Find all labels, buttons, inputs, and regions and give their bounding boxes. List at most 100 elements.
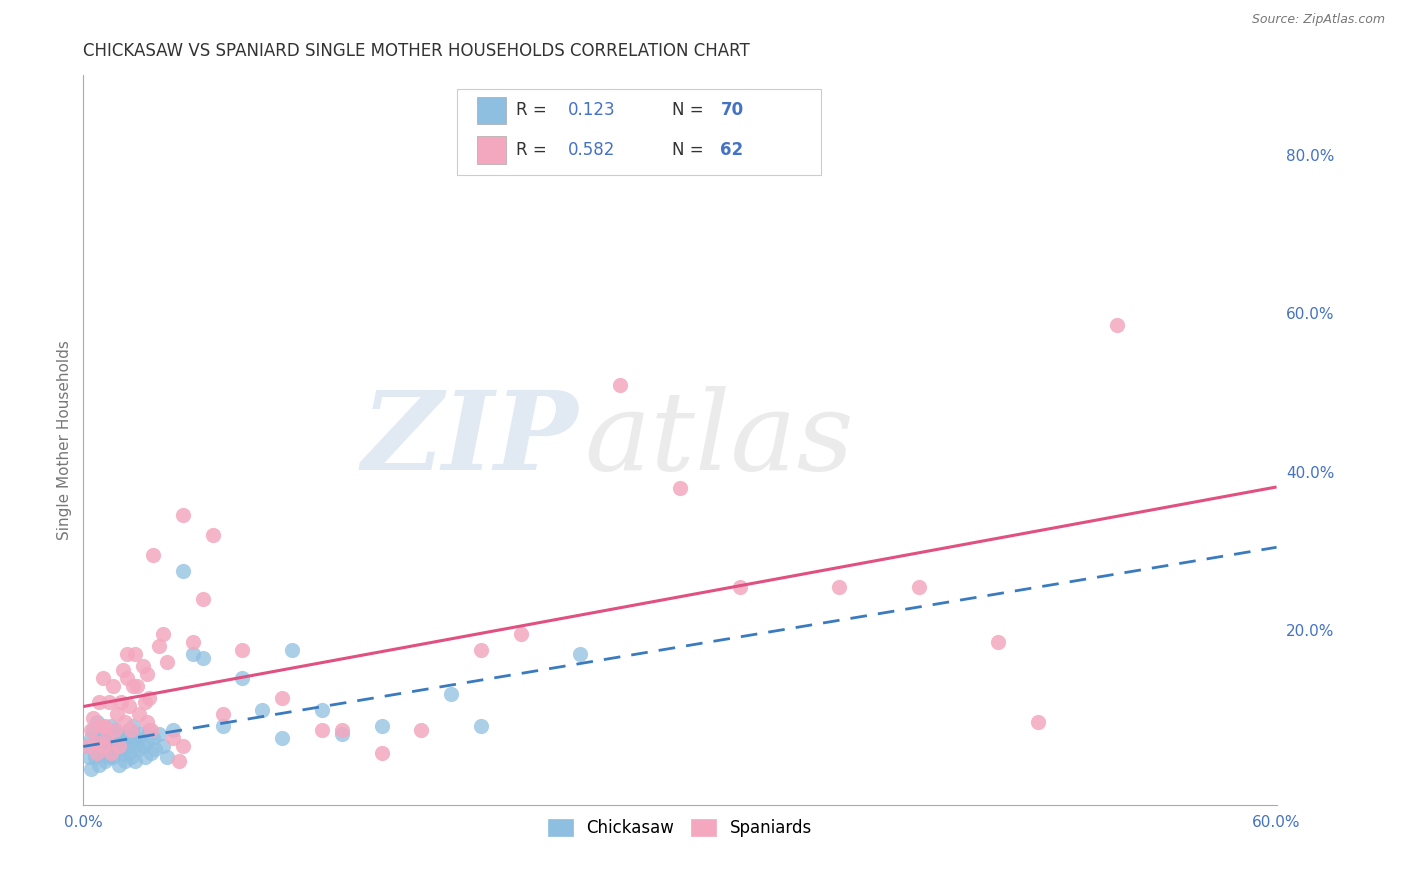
Point <box>231 671 253 685</box>
Point <box>89 758 111 772</box>
Point <box>167 755 190 769</box>
Point <box>96 731 118 745</box>
Point <box>112 726 135 740</box>
Point <box>104 723 127 737</box>
Point <box>80 723 103 737</box>
Text: 70: 70 <box>720 102 744 120</box>
Point <box>114 714 136 729</box>
Point <box>120 750 142 764</box>
Point <box>987 635 1010 649</box>
Point <box>156 750 179 764</box>
Point <box>96 742 118 756</box>
Point <box>124 739 146 753</box>
Point <box>191 651 214 665</box>
Point <box>112 747 135 761</box>
Point <box>90 726 112 740</box>
Point <box>115 648 138 662</box>
Point <box>80 762 103 776</box>
Point <box>91 731 114 745</box>
Point <box>136 714 159 729</box>
Point <box>125 679 148 693</box>
Point <box>132 739 155 753</box>
Point <box>90 719 112 733</box>
Point <box>191 591 214 606</box>
Point <box>89 695 111 709</box>
Point <box>311 723 333 737</box>
Point <box>172 564 194 578</box>
Point <box>100 747 122 761</box>
Point <box>76 739 98 753</box>
Point <box>134 750 156 764</box>
Text: 0.123: 0.123 <box>568 102 616 120</box>
Point <box>1026 714 1049 729</box>
Point <box>101 731 124 745</box>
Point <box>120 734 142 748</box>
Point <box>101 679 124 693</box>
Text: 62: 62 <box>720 141 744 159</box>
Point <box>281 643 304 657</box>
Point <box>86 747 108 761</box>
Text: R =: R = <box>516 141 553 159</box>
Y-axis label: Single Mother Households: Single Mother Households <box>58 340 72 540</box>
Point <box>411 723 433 737</box>
Point <box>98 750 121 764</box>
Text: N =: N = <box>672 141 709 159</box>
Point <box>162 723 184 737</box>
Point <box>211 719 233 733</box>
Text: CHICKASAW VS SPANIARD SINGLE MOTHER HOUSEHOLDS CORRELATION CHART: CHICKASAW VS SPANIARD SINGLE MOTHER HOUS… <box>83 42 749 60</box>
Point <box>142 548 165 562</box>
Point <box>91 671 114 685</box>
Point <box>152 739 174 753</box>
Point <box>132 659 155 673</box>
Point <box>82 711 104 725</box>
Point <box>134 695 156 709</box>
Point <box>112 663 135 677</box>
Point <box>82 723 104 737</box>
Point <box>440 687 463 701</box>
Point <box>669 481 692 495</box>
Point <box>143 742 166 756</box>
Point <box>94 755 117 769</box>
Point <box>136 734 159 748</box>
Point <box>142 731 165 745</box>
Point <box>330 723 353 737</box>
Point <box>252 703 274 717</box>
Point <box>1107 318 1129 332</box>
Point <box>129 726 152 740</box>
Point <box>201 528 224 542</box>
Text: ZIP: ZIP <box>361 386 578 494</box>
Point <box>84 734 107 748</box>
Point <box>76 739 98 753</box>
Point <box>172 508 194 523</box>
Point <box>125 731 148 745</box>
Point <box>98 734 121 748</box>
Point <box>609 377 631 392</box>
Point <box>105 731 128 745</box>
Point <box>96 726 118 740</box>
Point <box>94 739 117 753</box>
Legend: Chickasaw, Spaniards: Chickasaw, Spaniards <box>541 813 818 844</box>
Point <box>181 648 204 662</box>
Point <box>370 719 392 733</box>
Point <box>122 679 145 693</box>
Point <box>569 648 592 662</box>
Point <box>80 731 103 745</box>
Point <box>100 719 122 733</box>
Point <box>162 731 184 745</box>
Point <box>94 719 117 733</box>
Point <box>139 723 162 737</box>
FancyBboxPatch shape <box>477 136 506 163</box>
Point <box>98 695 121 709</box>
Point <box>271 690 294 705</box>
Point <box>128 742 150 756</box>
Point <box>118 723 141 737</box>
Point <box>728 580 751 594</box>
Point <box>110 734 132 748</box>
Point <box>172 739 194 753</box>
Point <box>370 747 392 761</box>
Point <box>114 739 136 753</box>
Point <box>231 643 253 657</box>
Point <box>122 719 145 733</box>
Point <box>108 742 131 756</box>
Point <box>156 655 179 669</box>
